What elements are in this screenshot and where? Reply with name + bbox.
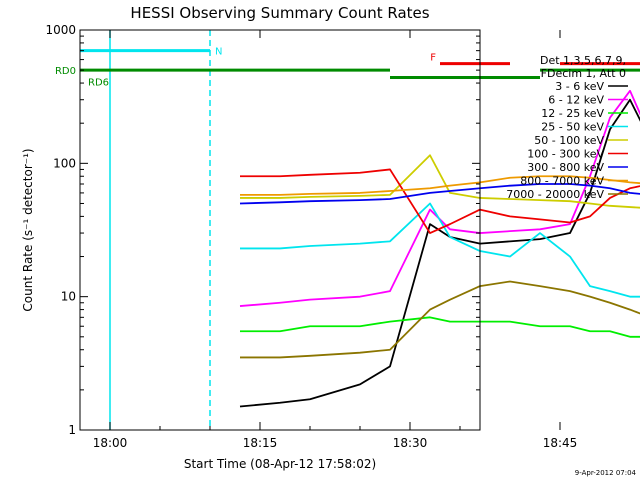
series-line-4 bbox=[240, 154, 640, 209]
footer-timestamp: 9-Apr-2012 07:04 bbox=[575, 469, 637, 477]
series-line-1 bbox=[239, 89, 640, 307]
y-tick-label-2: 100 bbox=[53, 156, 76, 170]
legend-label-7: 800 - 7000 keV bbox=[520, 175, 604, 188]
x-tick-label-2: 18:30 bbox=[393, 436, 428, 450]
chart-title: HESSI Observing Summary Count Rates bbox=[130, 4, 429, 22]
y-tick-label-3: 1000 bbox=[45, 23, 76, 37]
x-axis-label: Start Time (08-Apr-12 17:58:02) bbox=[184, 457, 376, 471]
legend-label-6: 300 - 800 keV bbox=[527, 161, 604, 174]
y-axis-label: Count Rate (s⁻¹ detector⁻¹) bbox=[21, 148, 35, 311]
series-line-7 bbox=[240, 175, 640, 196]
x-tick-label-3: 18:45 bbox=[543, 436, 578, 450]
x-tick-label-1: 18:15 bbox=[243, 436, 278, 450]
legend-label-8: 7000 - 20000 keV bbox=[506, 188, 604, 201]
legend-header-1: FDecim 1, Att 0 bbox=[541, 67, 626, 80]
plot-frame bbox=[79, 29, 481, 431]
y-axis: 1 10 100 1000 bbox=[45, 23, 480, 437]
series-line-2 bbox=[240, 316, 640, 338]
legend-label-1: 6 - 12 keV bbox=[548, 94, 604, 107]
legend-label-0: 3 - 6 keV bbox=[555, 80, 604, 93]
flag-label-2: RD6 bbox=[88, 78, 109, 89]
legend-header-0: Det 1,3,5,6,7,9, bbox=[540, 54, 626, 67]
y-tick-label-1: 10 bbox=[61, 290, 76, 304]
x-tick-label-0: 18:00 bbox=[93, 436, 128, 450]
flag-label-0: N bbox=[215, 47, 222, 58]
legend: Det 1,3,5,6,7,9,FDecim 1, Att 03 - 6 keV… bbox=[506, 54, 628, 201]
series-line-0 bbox=[239, 98, 640, 408]
legend-label-4: 50 - 100 keV bbox=[534, 134, 604, 147]
legend-label-5: 100 - 300 keV bbox=[527, 148, 604, 161]
y-tick-label-0: 1 bbox=[68, 423, 76, 437]
legend-label-3: 25 - 50 keV bbox=[541, 121, 604, 134]
series-line-8 bbox=[240, 280, 640, 359]
legend-label-2: 12 - 25 keV bbox=[541, 107, 604, 120]
series-line-5 bbox=[240, 168, 640, 234]
flag-label-1: RD0 bbox=[55, 66, 76, 77]
series-line-3 bbox=[240, 202, 640, 298]
plot-area: NRD0RD6FS bbox=[55, 30, 640, 430]
series-line-6 bbox=[239, 183, 640, 205]
flag-label-3: F bbox=[430, 53, 436, 64]
